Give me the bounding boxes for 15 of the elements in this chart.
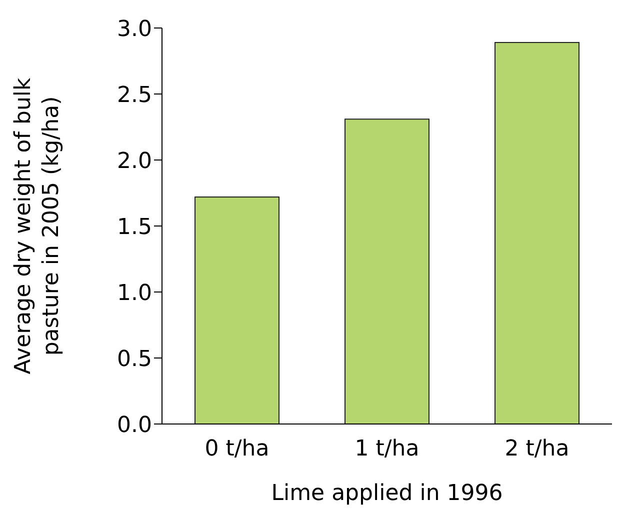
bar — [194, 196, 280, 424]
y-tick-label: 1.5 — [117, 214, 152, 240]
y-tick-label: 1.0 — [117, 280, 152, 306]
y-tick-label: 0.5 — [117, 346, 152, 372]
y-tick-label: 2.5 — [117, 82, 152, 108]
y-tick-label: 3.0 — [117, 16, 152, 42]
y-tick-label: 2.0 — [117, 148, 152, 174]
bar — [344, 118, 430, 424]
bar — [494, 42, 580, 424]
y-tick-label: 0.0 — [117, 412, 152, 438]
x-tick-label: 1 t/ha — [354, 436, 420, 462]
x-axis-title: Lime applied in 1996 — [271, 481, 503, 506]
y-axis-title: Average dry weight of bulk pasture in 2005 (kg/ha) — [11, 78, 64, 374]
x-tick-label: 0 t/ha — [204, 436, 270, 462]
x-tick-label: 2 t/ha — [504, 436, 570, 462]
